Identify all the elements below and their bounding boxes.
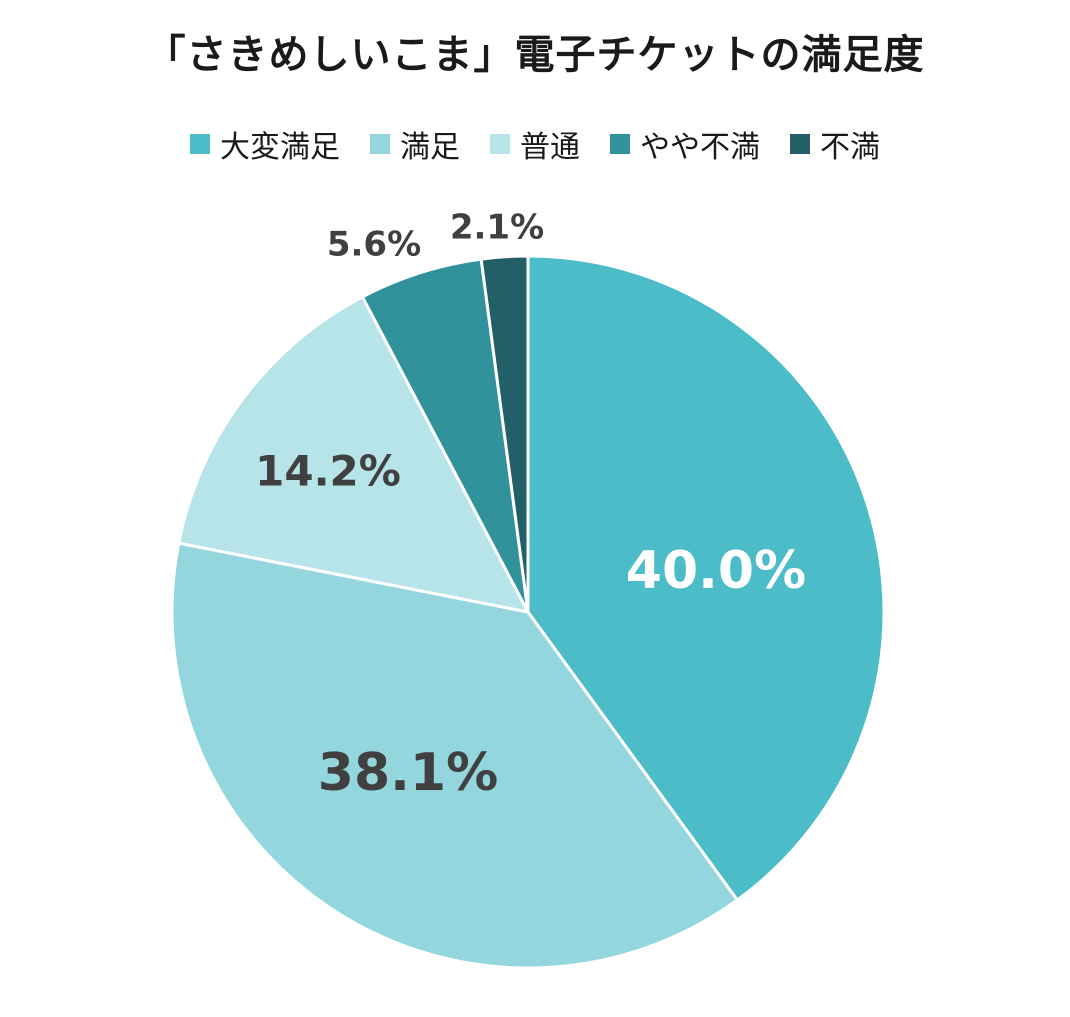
legend-swatch [190,134,210,154]
legend-swatch [790,134,810,154]
legend-swatch [370,134,390,154]
legend-swatch [490,134,510,154]
legend-item-neutral: 普通 [490,122,580,166]
pie-slice-dissatisfied [479,254,530,614]
data-label-satisfied: 38.1% [318,743,498,803]
legend-item-satisfied: 満足 [370,122,460,166]
pie-slice-very-satisfied [526,254,886,902]
pie-slice-satisfied [170,541,739,970]
legend-swatch [610,134,630,154]
legend-label: やや不満 [640,130,760,165]
legend-label: 満足 [400,130,460,165]
legend-item-dissatisfied: 不満 [790,122,880,166]
data-label-dissatisfied: 2.1% [450,208,544,248]
legend: 大変満足 満足 普通 やや不満 不満 [0,122,1070,166]
data-label-neutral: 14.2% [255,447,401,496]
data-label-somewhat-dissatisfied: 5.6% [327,225,421,265]
legend-item-very-satisfied: 大変満足 [190,122,340,166]
legend-label: 大変満足 [220,130,340,165]
data-label-very-satisfied: 40.0% [626,541,806,601]
legend-label: 普通 [520,130,580,165]
legend-item-somewhat-dissatisfied: やや不満 [610,122,760,166]
chart-title: 「さきめしいこま」電子チケットの満足度 [145,32,925,78]
legend-label: 不満 [820,130,880,165]
pie-slice-neutral [177,295,530,614]
